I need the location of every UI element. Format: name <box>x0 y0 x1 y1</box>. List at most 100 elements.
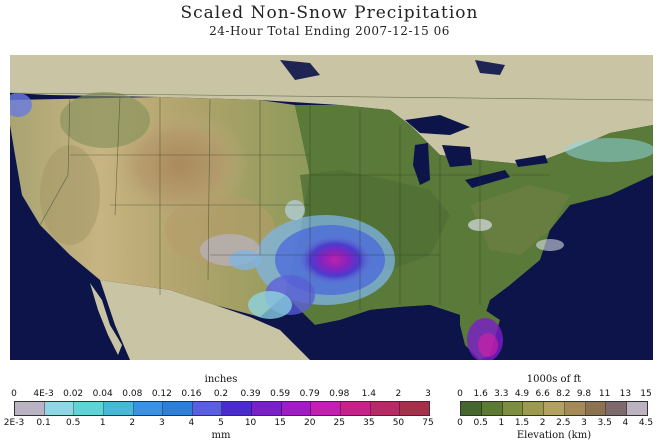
precipitation-overlay <box>10 93 653 360</box>
mm-labels: 2E-3 0.1 0.5 1 2 3 4 5 10 15 20 25 35 50 75 <box>3 418 436 430</box>
mexico-land <box>100 280 310 360</box>
legend-swatch <box>502 402 524 415</box>
legend-tick-label: 35 <box>363 418 375 428</box>
legend-tick-label: 0.59 <box>270 389 291 399</box>
legend-tick-label: 1.6 <box>473 389 488 399</box>
legend-tick-label: 0.2 <box>213 389 229 399</box>
legend-tick-label: 0.5 <box>65 418 81 428</box>
legend-tick-label: 4 <box>188 418 195 428</box>
baja-land <box>90 283 122 355</box>
inch-labels: 0 4E-3 0.02 0.04 0.08 0.12 0.16 0.2 0.39 0.59 0.79… <box>6 389 436 401</box>
precip-top-unit: inches <box>204 374 238 385</box>
legend-tick-label: 2E-3 <box>3 418 25 428</box>
legend-swatch <box>341 402 371 415</box>
elevation-top-unit: 1000s of ft <box>526 374 582 385</box>
lake-ontario <box>515 155 548 167</box>
legend-swatch <box>281 402 312 415</box>
legend-tick-label: 0.79 <box>299 389 320 399</box>
legend-swatch <box>311 402 342 415</box>
precip-bottom-unit: mm <box>211 430 231 441</box>
legend-swatch <box>222 402 253 415</box>
legend-tick-label: 0.1 <box>36 418 51 428</box>
legend-swatch <box>44 402 75 415</box>
gulf-of-mexico <box>310 305 460 360</box>
legend-tick-label: 3.5 <box>597 418 612 428</box>
map-title: Scaled Non-Snow Precipitation <box>180 3 479 23</box>
legend-swatch <box>627 402 648 415</box>
legend-tick-label: 25 <box>333 418 346 428</box>
legend-tick-label: 2 <box>539 418 546 428</box>
atlantic-ocean <box>490 215 653 360</box>
legend-swatch <box>74 402 104 415</box>
ft-labels: 0 1.6 3.3 4.9 6.6 8.2 9.8 11 13 15 <box>452 389 656 401</box>
map-subtitle: 24-Hour Total Ending 2007-12-15 06 <box>209 24 450 38</box>
legend-tick-label: 4.5 <box>638 418 654 428</box>
legend-tick-label: 3 <box>425 389 431 399</box>
legend-tick-label: 75 <box>422 418 434 428</box>
legend-tick-label: 0.04 <box>92 389 113 399</box>
legend-tick-label: 0 <box>457 389 463 399</box>
legend-tick-label: 3 <box>158 418 165 428</box>
lake-erie <box>465 170 510 188</box>
legend-tick-label: 15 <box>274 418 286 428</box>
canada-land <box>10 55 653 165</box>
legend-tick-label: 0 <box>457 418 463 428</box>
legend-swatch <box>163 402 193 415</box>
legend-tick-label: 13 <box>619 389 632 399</box>
legend-tick-label: 4.9 <box>514 389 530 399</box>
legend-tick-label: 0.98 <box>329 389 350 399</box>
state-borders <box>10 92 653 310</box>
legend-tick-label: 20 <box>303 418 316 428</box>
legend-swatch <box>103 402 134 415</box>
lake-michigan <box>413 143 430 185</box>
legend-tick-label: 1 <box>498 418 505 428</box>
legend-tick-label: 50 <box>392 418 405 428</box>
legend-tick-label: 5 <box>218 418 224 428</box>
legend-swatch <box>252 402 282 415</box>
legend-tick-label: 0.16 <box>181 389 202 399</box>
legend-tick-label: 0.02 <box>63 389 84 399</box>
legend-tick-label: 3 <box>581 418 587 428</box>
legend-swatch <box>133 402 164 415</box>
legend-swatch <box>544 402 565 415</box>
legend-tick-label: 2 <box>129 418 136 428</box>
precipitation-legend: inches 0 4E-3 0.02 0.04 0.08 0.12 0.16 0.2 0.39 0… <box>3 374 436 443</box>
legend-tick-label: 1 <box>99 418 106 428</box>
legend-tick-label: 3.3 <box>494 389 509 399</box>
legend-tick-label: 0.12 <box>151 389 172 399</box>
legend-swatch <box>523 402 545 415</box>
legend-swatch <box>461 402 482 415</box>
legend-tick-label: 4 <box>622 418 629 428</box>
legend-swatch <box>192 402 223 415</box>
precip-color-bar <box>14 401 430 416</box>
legend-tick-label: 1.4 <box>361 389 377 399</box>
legend-tick-label: 4E-3 <box>33 389 54 399</box>
legend-tick-label: 10 <box>244 418 257 428</box>
km-labels: 0 0.5 1 1.5 2 2.5 3 3.5 4 4.5 <box>452 418 656 430</box>
legend-swatch <box>564 402 586 415</box>
legend-tick-label: 2 <box>395 389 402 399</box>
legend-swatch <box>400 402 429 415</box>
lake-huron <box>442 145 472 167</box>
legend-tick-label: 2.5 <box>556 418 571 428</box>
legend-swatch <box>370 402 401 415</box>
lake-superior <box>405 115 470 135</box>
us-map-graphic <box>10 55 653 360</box>
legend-tick-label: 0.39 <box>240 389 261 399</box>
legend-tick-label: 0.5 <box>473 418 488 428</box>
legend-swatch <box>585 402 607 415</box>
elevation-bottom-unit: Elevation (km) <box>516 430 592 441</box>
elevation-color-bar <box>460 401 648 416</box>
precipitation-map <box>10 55 653 360</box>
legend-swatch <box>15 402 45 415</box>
legend-tick-label: 6.6 <box>535 389 550 399</box>
legend-swatch <box>481 402 503 415</box>
legend-tick-label: 0.08 <box>122 389 143 399</box>
legend-tick-label: 8.2 <box>556 389 571 399</box>
legend-tick-label: 9.8 <box>576 389 592 399</box>
legend-tick-label: 0 <box>11 389 17 399</box>
legend-swatch <box>606 402 628 415</box>
legend-tick-label: 15 <box>640 389 652 399</box>
legend-tick-label: 1.5 <box>514 418 530 428</box>
